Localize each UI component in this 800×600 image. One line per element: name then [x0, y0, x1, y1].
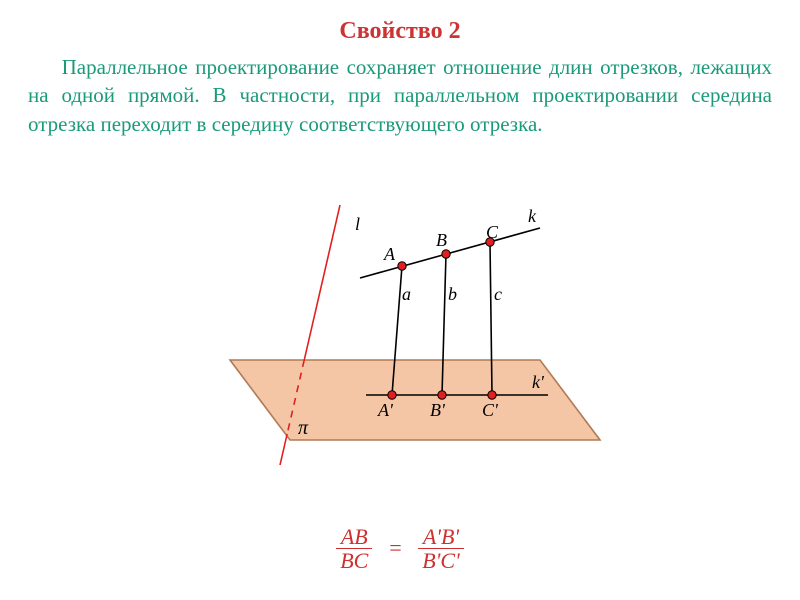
ratio-formula: AB BC = A'B' B'C' [0, 525, 800, 572]
ratio-lhs: AB BC [336, 525, 372, 572]
svg-text:l: l [355, 214, 360, 234]
rhs-numerator: A'B' [418, 525, 464, 549]
equals-sign: = [384, 535, 407, 561]
svg-text:b: b [448, 284, 457, 304]
svg-text:C': C' [482, 400, 499, 420]
svg-text:a: a [402, 284, 411, 304]
svg-text:B: B [436, 230, 447, 250]
svg-text:C: C [486, 222, 499, 242]
diagram-container: π l k k' A B C A' B' C' a b c [0, 200, 800, 485]
svg-text:k: k [528, 206, 537, 226]
svg-text:B': B' [430, 400, 446, 420]
lhs-numerator: AB [336, 525, 372, 549]
slide-body-text: Параллельное проектирование сохраняет от… [28, 53, 772, 138]
svg-text:c: c [494, 284, 502, 304]
ratio-rhs: A'B' B'C' [418, 525, 464, 572]
svg-text:k': k' [532, 372, 545, 392]
projection-diagram: π l k k' A B C A' B' C' a b c [170, 200, 630, 480]
svg-text:A: A [383, 244, 396, 264]
svg-text:A': A' [377, 400, 394, 420]
slide-title: Свойство 2 [24, 18, 776, 45]
lhs-denominator: BC [336, 549, 372, 572]
rhs-denominator: B'C' [418, 549, 464, 572]
svg-text:π: π [298, 417, 309, 439]
